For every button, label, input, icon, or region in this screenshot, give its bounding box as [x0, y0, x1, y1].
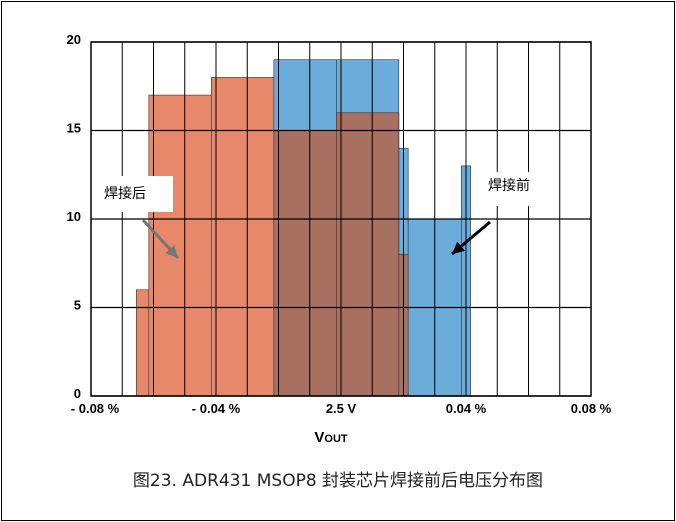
- x-tick-label-3: 2.5 V: [326, 401, 357, 416]
- x-tick-label-1: - 0.08 %: [71, 401, 120, 416]
- annotation-label-2: 焊接前: [488, 177, 530, 194]
- bar-series1-bin2: [148, 94, 212, 397]
- plot-border: [90, 41, 592, 397]
- annotation-arrowhead-2: [452, 241, 466, 254]
- overlap-group: [273, 112, 409, 397]
- bar-series1-bin3: [211, 77, 275, 397]
- y-tick-label-20: 20: [67, 32, 81, 47]
- figure-caption: 图23. ADR431 MSOP8 封装芯片焊接前后电压分布图: [132, 471, 544, 491]
- y-tick-label-5: 5: [74, 298, 81, 313]
- y-tick-label-0: 0: [74, 386, 81, 401]
- histogram-chart: 0 5 10 15 20 - 0.08 % - 0.04 % 2.5 V 0.04 % 0.08 …: [67, 32, 612, 446]
- y-tick-label-10: 10: [67, 209, 81, 224]
- x-tick-label-4: 0.04 %: [446, 401, 487, 416]
- x-axis-label-main: V: [314, 429, 324, 446]
- y-tick-label-15: 15: [67, 121, 81, 136]
- annotation-label-1: 焊接后: [104, 185, 146, 202]
- annotation-bg-1: [93, 176, 173, 212]
- annotation-arrowhead-1: [165, 245, 178, 258]
- bar-overlap-5-2: [336, 112, 400, 397]
- annotation-bg-2: [480, 172, 558, 206]
- x-tick-label-2: - 0.04 %: [192, 401, 241, 416]
- bar-series1-bin1: [136, 289, 150, 397]
- x-axis-label: VOUT: [314, 429, 348, 446]
- x-tick-label-5: 0.08 %: [571, 401, 612, 416]
- x-axis-label-sub: OUT: [324, 433, 348, 445]
- bar-overlap-4-1: [273, 130, 337, 397]
